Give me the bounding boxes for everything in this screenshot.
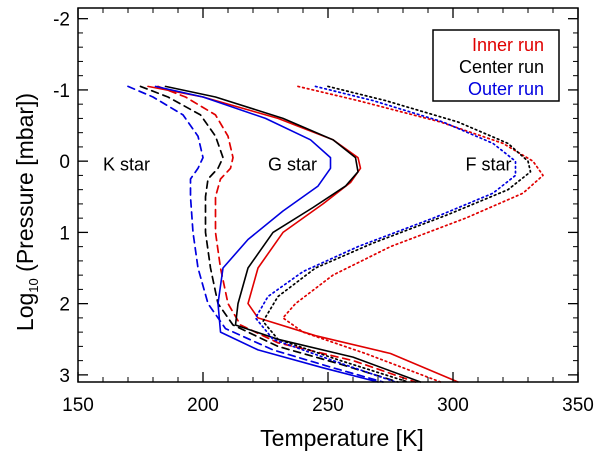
x-tick-label: 150 [62,395,94,416]
series-line-k-star-inner-run [157,85,417,383]
annotation-k-star: K star [103,154,150,174]
x-tick-label: 350 [562,395,594,416]
series-line-k-star-outer-run [127,85,384,383]
y-axis-title-subscript: 10 [26,278,41,292]
y-axis-title-group: Log10 (Pressure [mbar]) [12,93,41,331]
annotation-f-star: F star [466,154,512,174]
legend-box [432,29,560,102]
series-line-k-star-center-run [139,85,399,383]
x-tick-label: 200 [187,395,219,416]
x-tick-label: 300 [437,395,469,416]
series-layer [127,85,544,383]
annotation-g-star: G star [268,154,317,174]
x-tick-label: 250 [312,395,344,416]
legend-label-inner-run: Inner run [472,35,544,55]
axes-layer [77,7,579,383]
y-tick-label: 1 [59,223,70,244]
y-tick-label: 0 [59,152,70,173]
series-line-g-star-outer-run [154,85,379,383]
series-line-f-star-inner-run [282,85,544,383]
legend-label-outer-run: Outer run [468,79,544,99]
legend: Inner run Center run Outer run [432,29,560,102]
series-line-f-star-center-run [262,85,532,383]
series-line-g-star-center-run [164,85,422,383]
y-tick-label: -2 [53,10,70,31]
y-axis-title-rest: (Pressure [mbar]) [12,93,38,278]
series-line-g-star-inner-run [147,85,459,383]
y-axis-title-base: Log [12,293,38,331]
x-axis-title: Temperature [K] [260,425,424,451]
legend-label-center-run: Center run [459,57,544,77]
labels-layer: 150 200 250 300 350 -2 -1 0 1 2 3 K star G star F sta… [53,10,594,416]
y-tick-label: -1 [53,81,70,102]
y-axis-title: Log10 (Pressure [mbar]) [12,93,41,331]
y-tick-label: 3 [59,366,70,387]
series-line-f-star-outer-run [254,85,517,383]
y-tick-label: 2 [59,295,70,316]
